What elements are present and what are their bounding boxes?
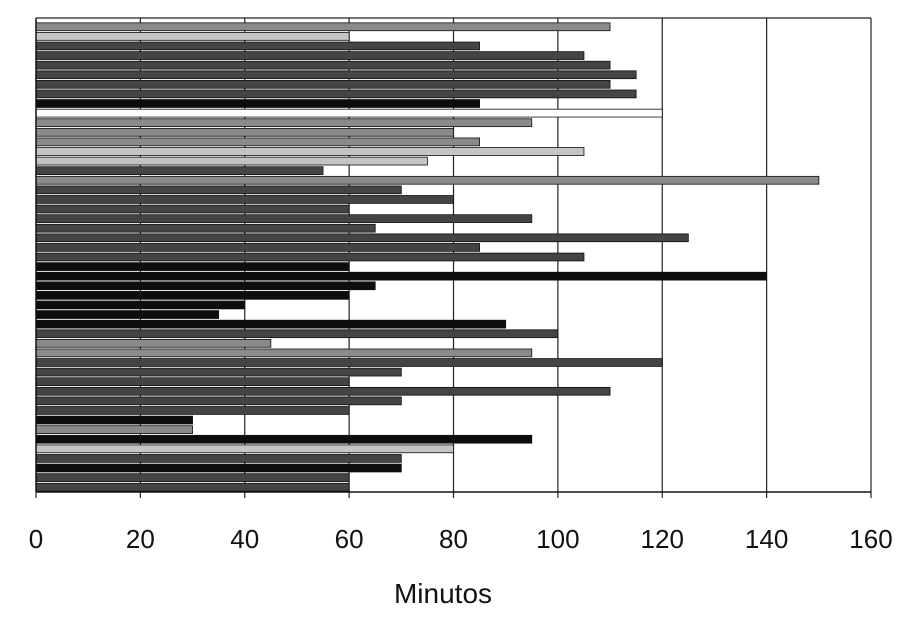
bar-18: [35, 185, 402, 195]
bar-4: [35, 51, 585, 60]
bar-49: [35, 482, 350, 492]
bar-12: [35, 127, 454, 137]
x-tick-labels: 0 20 40 60 80 100 120 140 160: [29, 524, 893, 554]
bar-1: [35, 22, 611, 32]
bars: [35, 22, 820, 492]
x-tick-label: 100: [536, 524, 579, 554]
bar-14: [35, 147, 585, 156]
bar-33: [35, 329, 559, 339]
bar-15: [35, 156, 428, 166]
bar-22: [35, 223, 376, 233]
bar-9: [35, 99, 480, 108]
bar-24: [35, 243, 480, 252]
bar-30: [35, 300, 246, 310]
bar-35: [35, 348, 533, 358]
bar-39: [35, 386, 611, 396]
bar-31: [35, 310, 220, 319]
bar-23: [35, 233, 689, 243]
x-tick-label: 0: [29, 524, 43, 554]
bar-48: [35, 473, 350, 482]
x-tick-label: 20: [126, 524, 155, 554]
bar-34: [35, 338, 272, 348]
bar-10: [35, 108, 663, 118]
bar-46: [35, 454, 402, 463]
bar-29: [35, 291, 350, 300]
bar-8: [35, 89, 637, 99]
bar-41: [35, 406, 350, 415]
bar-43: [35, 425, 193, 434]
x-axis-label: Minutos: [394, 578, 492, 609]
bar-44: [35, 434, 533, 444]
bar-32: [35, 319, 507, 329]
bar-6: [35, 70, 637, 80]
axes: [35, 17, 872, 498]
bar-45: [35, 444, 454, 454]
x-tick-label: 160: [849, 524, 892, 554]
x-tick-label: 60: [335, 524, 364, 554]
bar-17: [35, 175, 820, 185]
bar-27: [35, 271, 768, 281]
bar-25: [35, 252, 585, 262]
bar-11: [35, 118, 533, 128]
bar-36: [35, 358, 663, 367]
bar-40: [35, 396, 402, 406]
bar-26: [35, 262, 350, 271]
bar-21: [35, 214, 533, 223]
x-tick-label: 40: [230, 524, 259, 554]
bar-28: [35, 281, 376, 291]
bar-7: [35, 80, 611, 89]
bar-37: [35, 367, 402, 377]
bar-5: [35, 60, 611, 70]
bar-20: [35, 204, 350, 214]
bar-3: [35, 41, 480, 51]
bar-19: [35, 195, 454, 204]
x-tick-label: 80: [439, 524, 468, 554]
bar-38: [35, 377, 350, 387]
bar-2: [35, 32, 350, 41]
bar-16: [35, 166, 324, 176]
bar-13: [35, 137, 480, 147]
x-tick-label: 140: [745, 524, 788, 554]
bar-47: [35, 463, 402, 473]
bar-42: [35, 415, 193, 425]
x-tick-label: 120: [641, 524, 684, 554]
